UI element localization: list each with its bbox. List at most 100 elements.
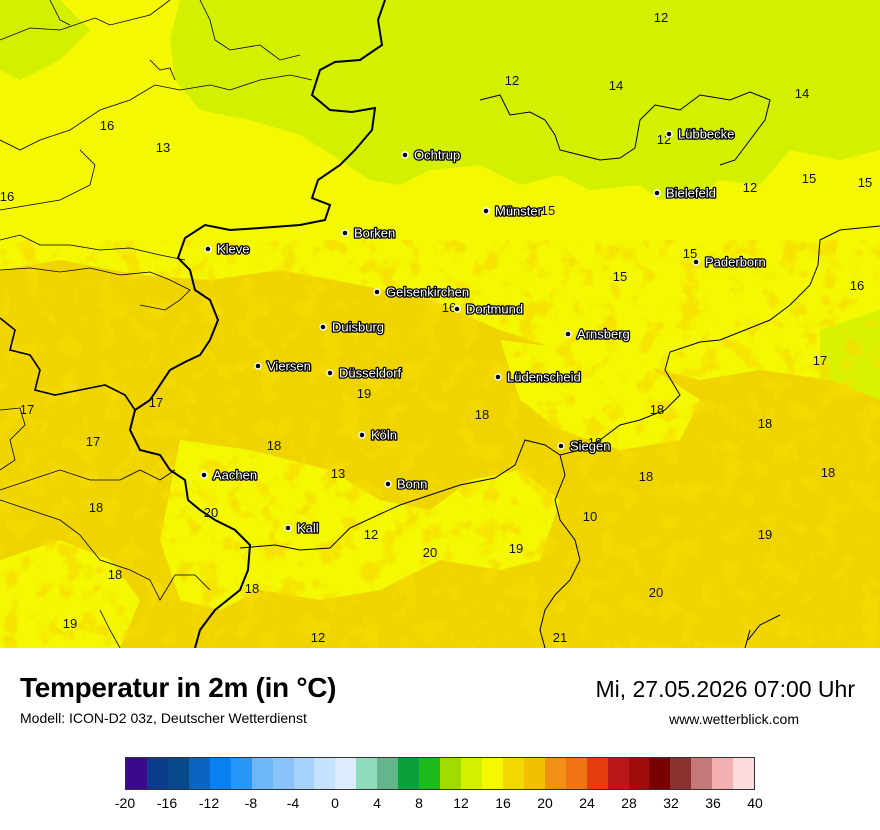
- temperature-value: 20: [423, 545, 437, 560]
- scale-tick-label: 32: [663, 795, 679, 811]
- city-marker-köln[interactable]: Köln: [358, 426, 398, 444]
- city-label: Düsseldorf: [339, 366, 402, 381]
- zone-green-nw: [0, 0, 90, 80]
- scale-tick-label: -12: [198, 795, 220, 811]
- city-label: Münster: [495, 204, 543, 219]
- scale-tick-label: 40: [747, 795, 763, 811]
- city-label: Ochtrup: [414, 148, 460, 163]
- color-swatch: [461, 758, 482, 789]
- color-swatch: [251, 758, 273, 789]
- city-marker-viersen[interactable]: Viersen: [254, 357, 312, 375]
- city-marker-paderborn[interactable]: Paderborn: [692, 253, 767, 271]
- province-border-4: [0, 267, 191, 311]
- city-dot: [482, 207, 490, 215]
- national-border: [128, 0, 386, 648]
- color-swatch: [335, 758, 357, 789]
- province-border-6: [0, 499, 211, 601]
- temperature-value: 14: [795, 86, 809, 101]
- city-marker-lübbecke[interactable]: Lübbecke: [665, 125, 736, 143]
- color-swatch: [419, 758, 441, 789]
- city-dot: [564, 330, 572, 338]
- temperature-value: 16: [0, 189, 14, 204]
- city-marker-münster[interactable]: Münster: [482, 202, 544, 220]
- city-marker-aachen[interactable]: Aachen: [200, 466, 258, 484]
- province-border-5: [0, 407, 176, 491]
- color-swatch: [712, 758, 734, 789]
- scale-tick-label: 20: [537, 795, 553, 811]
- city-dot: [692, 258, 700, 266]
- city-marker-duisburg[interactable]: Duisburg: [319, 318, 385, 336]
- city-marker-kall[interactable]: Kall: [284, 519, 320, 537]
- scale-tick-label: 8: [415, 795, 423, 811]
- city-dot: [204, 245, 212, 253]
- city-marker-dortmund[interactable]: Dortmund: [453, 300, 524, 318]
- state-border-ne: [479, 91, 771, 166]
- zone-green-north: [170, 0, 880, 200]
- city-label: Aachen: [213, 468, 257, 483]
- city-marker-ochtrup[interactable]: Ochtrup: [401, 146, 462, 164]
- footer: Temperatur in 2m (in °C) Modell: ICON-D2…: [0, 648, 880, 830]
- model-info: Modell: ICON-D2 03z, Deutscher Wetterdie…: [20, 710, 307, 726]
- color-swatch: [586, 758, 608, 789]
- scale-tick-label: 28: [621, 795, 637, 811]
- city-marker-lüdenscheid[interactable]: Lüdenscheid: [494, 368, 582, 386]
- map-title: Temperatur in 2m (in °C): [20, 672, 337, 703]
- city-marker-düsseldorf[interactable]: Düsseldorf: [326, 364, 403, 382]
- color-swatch: [440, 758, 461, 789]
- color-swatch: [670, 758, 692, 789]
- state-border-east: [744, 614, 781, 648]
- temperature-value: 12: [505, 73, 519, 88]
- temperature-value: 19: [509, 541, 523, 556]
- temperature-value: 12: [364, 527, 378, 542]
- temperature-value: 18: [108, 567, 122, 582]
- city-label: Viersen: [267, 359, 311, 374]
- temperature-value: 18: [475, 407, 489, 422]
- color-swatch: [230, 758, 252, 789]
- temperature-value: 14: [609, 78, 623, 93]
- color-swatch: [565, 758, 587, 789]
- temperature-value: 15: [613, 269, 627, 284]
- city-label: Borken: [354, 226, 395, 241]
- temperature-value: 20: [649, 585, 663, 600]
- city-marker-borken[interactable]: Borken: [341, 224, 397, 242]
- color-swatch: [146, 758, 168, 789]
- color-swatch: [481, 758, 503, 789]
- temperature-map[interactable]: 12 12 14 14 16 13 12 12 15 15 16 15 15 15 16 16 17 17 17 17…: [0, 0, 880, 648]
- scale-tick-label: 36: [705, 795, 721, 811]
- temperature-value: 18: [245, 581, 259, 596]
- color-swatch: [649, 758, 671, 789]
- province-border-1: [0, 0, 171, 41]
- city-marker-siegen[interactable]: Siegen: [557, 437, 612, 455]
- temperature-value: 18: [588, 435, 602, 450]
- city-marker-arnsberg[interactable]: Arnsberg: [564, 325, 631, 343]
- city-marker-bielefeld[interactable]: Bielefeld: [653, 184, 717, 202]
- scale-tick-label: -20: [114, 795, 136, 811]
- website-link[interactable]: www.wetterblick.com: [669, 711, 799, 727]
- scale-tick-label: 4: [373, 795, 381, 811]
- city-dot: [373, 288, 381, 296]
- province-border-7: [49, 0, 301, 61]
- city-marker-gelsenkirchen[interactable]: Gelsenkirchen: [373, 283, 470, 301]
- color-swatch: [356, 758, 378, 789]
- color-swatch: [293, 758, 315, 789]
- color-swatch: [188, 758, 210, 789]
- city-dot: [326, 369, 334, 377]
- city-marker-bonn[interactable]: Bonn: [384, 475, 429, 493]
- temperature-value: 17: [149, 395, 163, 410]
- forecast-datetime: Mi, 27.05.2026 07:00 Uhr: [595, 676, 855, 702]
- temperature-value: 12: [654, 10, 668, 25]
- city-dot: [557, 442, 565, 450]
- city-marker-kleve[interactable]: Kleve: [204, 240, 251, 258]
- cities: Ochtrup Lübbecke Bielefeld Münster Borken Kle…: [200, 125, 767, 537]
- temperature-value: 21: [553, 630, 567, 645]
- city-label: Bielefeld: [666, 186, 716, 201]
- city-dot: [665, 130, 673, 138]
- border-limburg: [0, 317, 136, 411]
- temperature-value: 19: [357, 386, 371, 401]
- color-swatch: [523, 758, 545, 789]
- city-label: Siegen: [570, 439, 610, 454]
- temperature-value: 15: [683, 246, 697, 261]
- city-dot: [653, 189, 661, 197]
- scale-tick-label: -8: [244, 795, 258, 811]
- temperature-value: 12: [311, 630, 325, 645]
